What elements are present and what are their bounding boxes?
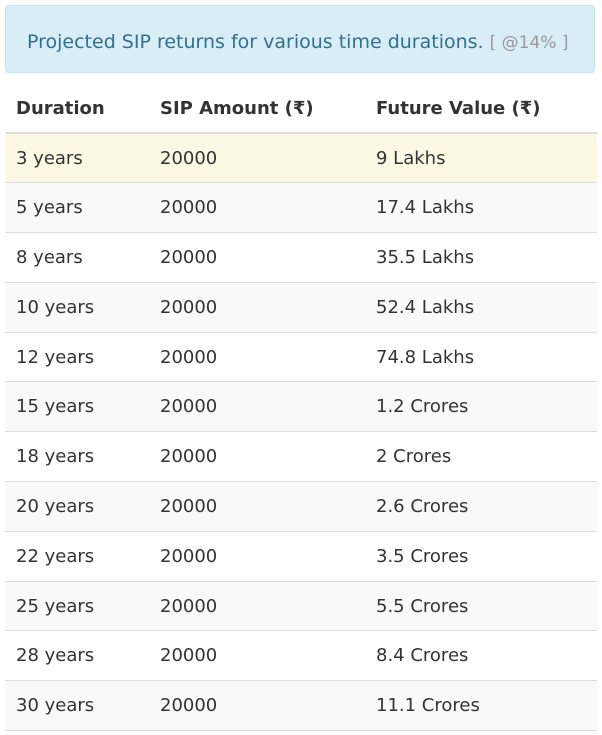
duration-cell: 20 years [5, 481, 149, 532]
future-value-cell: 17.4 Lakhs [365, 182, 597, 233]
future-value-cell: 52.4 Lakhs [365, 281, 597, 333]
sip-amount-cell: 20000 [149, 680, 365, 732]
table-row: 20 years 20000 2.6 Crores [5, 481, 597, 532]
sip-amount-cell: 20000 [149, 530, 365, 582]
table-row: 25 years 20000 5.5 Crores [5, 580, 597, 631]
sip-amount-cell: 20000 [149, 381, 365, 432]
sip-amount-cell: 20000 [149, 481, 365, 532]
sip-amount-cell: 20000 [149, 331, 365, 382]
future-value-cell: 2 Crores [365, 431, 597, 482]
info-text: Projected SIP returns for various time d… [27, 31, 484, 53]
header-row: Duration SIP Amount (₹) Future Value (₹) [5, 85, 597, 134]
sip-amount-cell: 20000 [149, 580, 365, 631]
sip-returns-table: Duration SIP Amount (₹) Future Value (₹)… [5, 85, 597, 732]
future-value-cell: 74.8 Lakhs [365, 331, 597, 382]
table-header: Duration SIP Amount (₹) Future Value (₹) [5, 85, 597, 134]
sip-amount-cell: 20000 [149, 630, 365, 681]
table-row: 15 years 20000 1.2 Crores [5, 381, 597, 432]
sip-amount-cell: 20000 [149, 232, 365, 283]
table-row: 5 years 20000 17.4 Lakhs [5, 182, 597, 233]
future-value-header: Future Value (₹) [365, 85, 597, 134]
future-value-cell: 11.1 Crores [365, 680, 597, 732]
duration-cell: 15 years [5, 381, 149, 432]
table-row: 30 years 20000 11.1 Crores [5, 680, 597, 732]
duration-cell: 22 years [5, 530, 149, 582]
future-value-cell: 1.2 Crores [365, 381, 597, 432]
sip-amount-cell: 20000 [149, 133, 365, 183]
table-row: 12 years 20000 74.8 Lakhs [5, 331, 597, 382]
duration-cell: 3 years [5, 133, 149, 183]
duration-cell: 8 years [5, 232, 149, 283]
table-row: 22 years 20000 3.5 Crores [5, 530, 597, 582]
future-value-cell: 9 Lakhs [365, 133, 597, 183]
table-row: 8 years 20000 35.5 Lakhs [5, 232, 597, 283]
table-body: 3 years 20000 9 Lakhs 5 years 20000 17.4… [5, 133, 597, 732]
info-alert: Projected SIP returns for various time d… [5, 5, 595, 73]
duration-cell: 25 years [5, 580, 149, 631]
table-row: 18 years 20000 2 Crores [5, 431, 597, 482]
duration-cell: 5 years [5, 182, 149, 233]
rate-note: [ @14% ] [489, 33, 569, 53]
future-value-cell: 5.5 Crores [365, 580, 597, 631]
sip-amount-header: SIP Amount (₹) [149, 85, 365, 134]
duration-cell: 10 years [5, 281, 149, 333]
duration-header: Duration [5, 85, 149, 134]
future-value-cell: 8.4 Crores [365, 630, 597, 681]
future-value-cell: 3.5 Crores [365, 530, 597, 582]
table-row: 3 years 20000 9 Lakhs [5, 133, 597, 183]
sip-amount-cell: 20000 [149, 431, 365, 482]
future-value-cell: 2.6 Crores [365, 481, 597, 532]
future-value-cell: 35.5 Lakhs [365, 232, 597, 283]
duration-cell: 28 years [5, 630, 149, 681]
table-row: 28 years 20000 8.4 Crores [5, 630, 597, 681]
duration-cell: 18 years [5, 431, 149, 482]
sip-amount-cell: 20000 [149, 182, 365, 233]
duration-cell: 30 years [5, 680, 149, 732]
duration-cell: 12 years [5, 331, 149, 382]
table-row: 10 years 20000 52.4 Lakhs [5, 281, 597, 333]
sip-amount-cell: 20000 [149, 281, 365, 333]
